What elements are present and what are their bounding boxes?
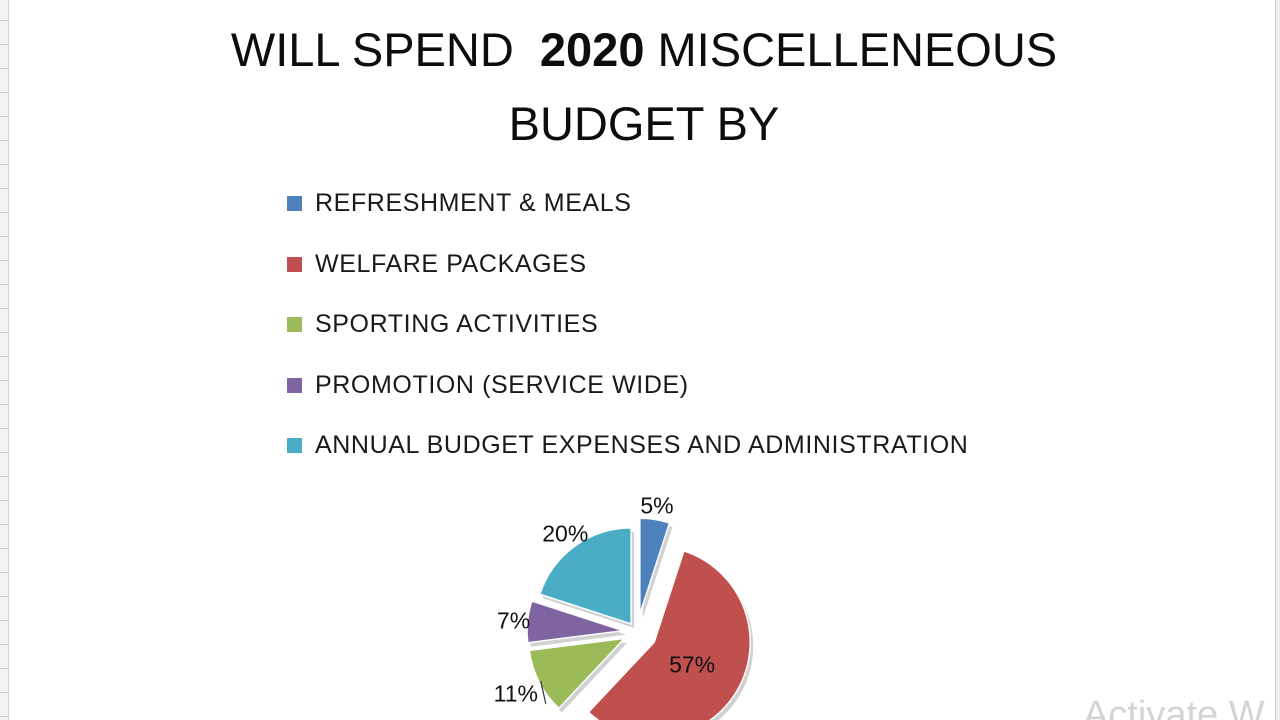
legend-swatch [287, 438, 302, 453]
legend-label: PROMOTION (SERVICE WIDE) [315, 370, 689, 399]
legend-swatch [287, 256, 302, 272]
window-edge [1275, 0, 1280, 720]
pie-slice [639, 517, 671, 615]
legend-swatch [287, 196, 302, 211]
pie-data-label: 7% [497, 607, 530, 633]
pie-slice [587, 549, 751, 720]
legend-label: ANNUAL BUDGET EXPENSES AND ADMINISTRATIO… [315, 431, 969, 459]
chart-title-year: 2020 [539, 23, 645, 76]
pie-data-label: 20% [542, 520, 588, 546]
legend-swatch [287, 377, 302, 393]
pie-data-label: 57% [669, 652, 715, 678]
sheet-row-gutter [0, 0, 9, 720]
pie-slice [526, 600, 624, 644]
chart-title-suffix: MISCELLENEOUS [657, 23, 1058, 76]
legend-label: WELFARE PACKAGES [315, 249, 587, 278]
chart-title-line-1: WILL SPEND 2020 MISCELLENEOUS [4, 22, 1280, 77]
pie-data-label: 5% [640, 493, 673, 519]
legend-label: SPORTING ACTIVITIES [315, 310, 599, 338]
chart-title-prefix: WILL SPEND [230, 23, 514, 76]
legend-swatch [287, 317, 302, 332]
chart-title-line-2: BUDGET BY [508, 97, 780, 150]
pie-slice [528, 637, 627, 710]
legend-label: REFRESHMENT & MEALS [315, 189, 632, 217]
pie-leader-line [540, 680, 547, 704]
windows-activation-watermark: Activate W [1083, 694, 1265, 720]
pie-data-label: 11% [494, 681, 538, 707]
pie-slice [538, 527, 632, 625]
